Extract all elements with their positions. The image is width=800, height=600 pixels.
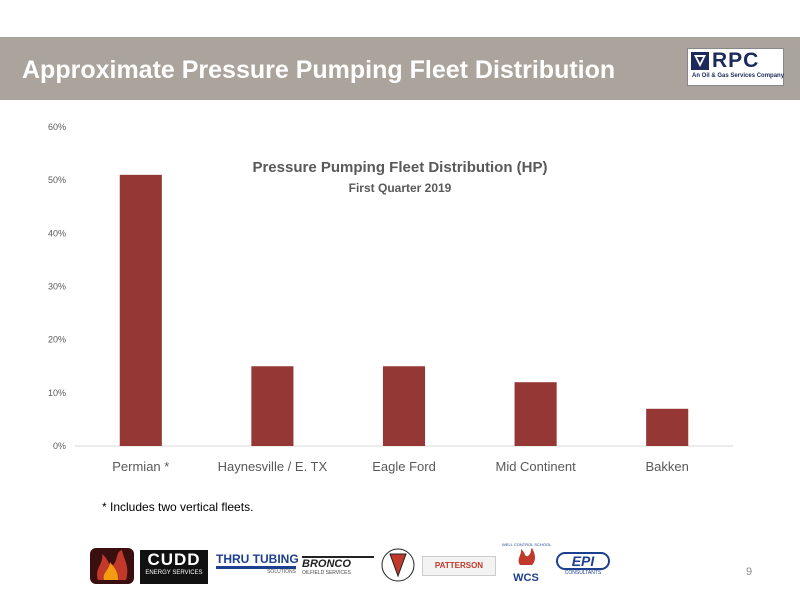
epi-logo: EPI CONSULTANTS — [556, 552, 610, 582]
x-tick-label: Bakken — [646, 459, 689, 474]
page-number: 9 — [746, 566, 753, 578]
bronco-logo-text: BRONCO — [302, 556, 374, 570]
y-tick-label: 50% — [48, 175, 66, 185]
rpc-logo: RPC An Oil & Gas Services Company — [687, 48, 784, 86]
footnote: * Includes two vertical fleets. — [102, 500, 254, 514]
x-tick-label: Mid Continent — [495, 459, 576, 474]
cudd-flame-logo-icon — [90, 548, 134, 584]
bars-group — [119, 174, 689, 446]
y-tick-label: 0% — [53, 441, 66, 451]
wcs-flame-icon — [518, 548, 535, 565]
x-tick-label: Eagle Ford — [372, 459, 436, 474]
x-tick-label: Haynesville / E. TX — [218, 459, 328, 474]
wcs-logo-text: WCS — [513, 572, 539, 584]
bar — [119, 174, 162, 446]
cudd-logo: CUDD ENERGY SERVICES — [140, 550, 208, 584]
y-tick-label: 30% — [48, 282, 66, 292]
y-axis: 0% 10% 20% 30% 40% 50% 60% — [48, 122, 66, 451]
epi-logo-text: EPI — [556, 552, 610, 570]
bronco-logo-sub: OILFIELD SERVICES — [302, 570, 351, 576]
x-tick-label: Permian * — [112, 459, 169, 474]
epi-logo-sub: CONSULTANTS — [564, 570, 602, 576]
patterson-logo-text: PATTERSON — [434, 561, 484, 570]
rpc-logo-tagline: An Oil & Gas Services Company — [692, 73, 785, 79]
rpc-logo-text: RPC — [712, 49, 760, 72]
wcs-logo: WELL CONTROL SCHOOL WCS — [502, 542, 552, 588]
bar — [646, 408, 689, 446]
thru-tubing-logo: THRU TUBING SOLUTIONS — [216, 552, 299, 580]
bar-chart: 0% 10% 20% 30% 40% 50% 60% Permian * Haynesvill… — [48, 122, 733, 474]
patterson-services-logo-icon — [381, 548, 415, 582]
thru-tubing-logo-text: THRU TUBING — [216, 552, 299, 569]
patterson-logo: PATTERSON — [422, 556, 496, 576]
bar — [514, 382, 557, 446]
cudd-logo-sub: ENERGY SERVICES — [145, 570, 203, 576]
y-tick-label: 60% — [48, 122, 66, 132]
wcs-logo-sub: WELL CONTROL SCHOOL — [502, 542, 552, 547]
y-tick-label: 20% — [48, 335, 66, 345]
bar — [251, 366, 294, 446]
bar — [382, 366, 426, 446]
chart-subtitle: First Quarter 2019 — [349, 181, 452, 195]
rpc-mark-icon — [691, 52, 709, 70]
thru-tubing-logo-sub: SOLUTIONS — [267, 569, 296, 575]
bronco-logo: BRONCO OILFIELD SERVICES — [302, 556, 374, 580]
title-banner: Approximate Pressure Pumping Fleet Distr… — [0, 37, 800, 100]
page-title: Approximate Pressure Pumping Fleet Distr… — [22, 56, 616, 84]
footer-logo-strip: CUDD ENERGY SERVICES THRU TUBING SOLUTIO… — [88, 540, 618, 590]
y-tick-label: 10% — [48, 388, 66, 398]
chart-title: Pressure Pumping Fleet Distribution (HP) — [252, 159, 547, 176]
cudd-logo-text: CUDD — [147, 550, 201, 569]
y-tick-label: 40% — [48, 228, 66, 238]
x-axis: Permian * Haynesville / E. TX Eagle Ford Mi… — [112, 459, 689, 474]
